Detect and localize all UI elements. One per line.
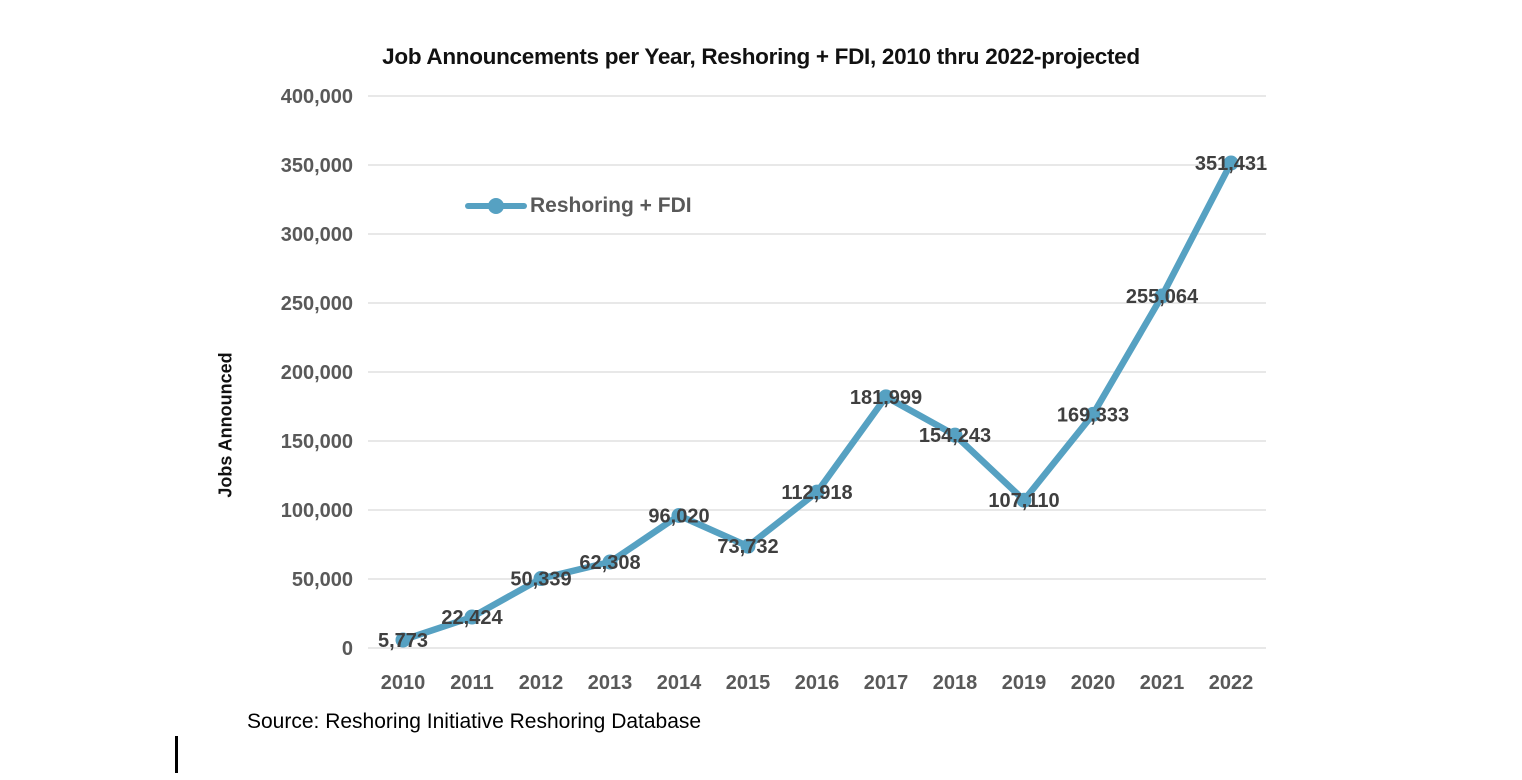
data-point-marker	[533, 571, 549, 587]
data-point-label: 73,732	[717, 536, 778, 558]
x-tick-label: 2022	[1209, 672, 1254, 694]
x-tick-label: 2015	[726, 672, 771, 694]
data-point-marker	[1016, 492, 1032, 508]
y-tick-label: 250,000	[281, 293, 353, 315]
x-tick-label: 2012	[519, 672, 564, 694]
y-tick-label: 100,000	[281, 500, 353, 522]
data-point-marker	[602, 554, 618, 570]
data-point-marker	[1085, 406, 1101, 422]
data-point-marker	[809, 484, 825, 500]
x-tick-label: 2021	[1140, 672, 1185, 694]
data-point-marker	[1154, 288, 1170, 304]
x-tick-label: 2013	[588, 672, 633, 694]
data-point-marker	[395, 632, 411, 648]
y-tick-label: 400,000	[281, 86, 353, 108]
data-point-label: 351,431	[1195, 153, 1267, 175]
data-point-label: 62,308	[579, 552, 640, 574]
legend-dot-icon	[488, 198, 504, 214]
legend: Reshoring + FDI	[465, 193, 692, 219]
x-tick-label: 2014	[657, 672, 702, 694]
data-point-label: 107,110	[988, 490, 1059, 512]
x-tick-label: 2011	[450, 672, 493, 694]
x-tick-label: 2020	[1071, 672, 1116, 694]
chart-title: Job Announcements per Year, Reshoring + …	[382, 44, 1140, 69]
y-tick-label: 50,000	[292, 569, 353, 591]
x-tick-label: 2010	[381, 672, 426, 694]
y-tick-label: 300,000	[281, 224, 353, 246]
x-tick-label: 2018	[933, 672, 978, 694]
data-point-marker	[740, 538, 756, 554]
legend-series-label: Reshoring + FDI	[530, 194, 692, 217]
legend-line-marker-icon	[465, 198, 527, 214]
data-point-label: 5,773	[378, 630, 428, 652]
data-point-marker	[947, 427, 963, 443]
y-tick-label: 350,000	[281, 155, 353, 177]
x-tick-label: 2017	[864, 672, 909, 694]
y-tick-label: 0	[342, 638, 353, 660]
data-point-label: 112,918	[781, 482, 852, 504]
y-tick-label: 150,000	[281, 431, 353, 453]
y-tick-label: 200,000	[281, 362, 353, 384]
data-point-label: 255,064	[1126, 286, 1199, 308]
data-point-label: 96,020	[648, 505, 709, 527]
data-point-marker	[464, 609, 480, 625]
data-point-marker	[671, 507, 687, 523]
source-note: Source: Reshoring Initiative Reshoring D…	[247, 710, 702, 733]
data-point-label: 50,339	[510, 569, 571, 591]
text-cursor	[175, 736, 178, 773]
x-tick-label: 2016	[795, 672, 840, 694]
data-point-label: 154,243	[919, 425, 991, 447]
x-tick-label: 2019	[1002, 672, 1047, 694]
data-point-marker	[1223, 155, 1239, 171]
data-point-marker	[878, 389, 894, 405]
data-point-label: 22,424	[441, 607, 503, 629]
data-point-label: 181,999	[850, 387, 922, 409]
data-point-label: 169,333	[1057, 404, 1129, 426]
